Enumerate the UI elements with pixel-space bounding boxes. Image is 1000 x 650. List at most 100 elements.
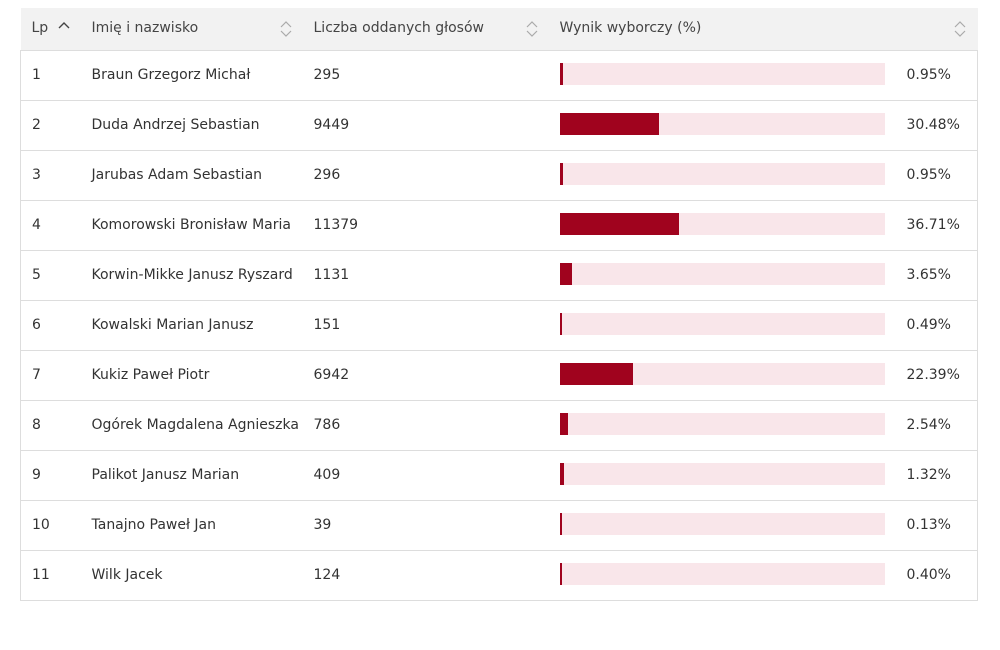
row-name: Kukiz Paweł Piotr [92, 350, 314, 400]
result-percent: 0.13% [906, 516, 951, 533]
row-lp-value: 5 [32, 267, 41, 283]
header-row: Lp Imię i nazwisko Liczba oddanych głosó… [20, 8, 978, 51]
row-lp: 8 [21, 400, 92, 450]
result-bar-track [559, 262, 885, 285]
vote-count: 786 [313, 417, 341, 433]
row-name: Duda Andrzej Sebastian [92, 100, 314, 150]
header-result[interactable]: Wynik wyborczy (%) [559, 8, 978, 51]
table-row: 7 Kukiz Paweł Piotr 6942 22.39% [20, 350, 978, 400]
row-result: 3.65% [559, 250, 978, 300]
result-bar-track [559, 162, 885, 185]
vote-count: 151 [313, 317, 341, 333]
table-row: 1 Braun Grzegorz Michał 295 0.95% [20, 50, 978, 100]
sort-chevrons-icon[interactable] [280, 19, 292, 39]
row-lp: 7 [21, 350, 92, 400]
row-lp-value: 1 [32, 67, 41, 83]
row-votes: 409 [314, 450, 560, 500]
result-bar-fill [559, 262, 572, 285]
row-result: 0.95% [559, 150, 978, 200]
row-lp-value: 4 [32, 217, 41, 233]
row-result: 0.49% [559, 300, 978, 350]
result-percent: 1.32% [906, 466, 951, 483]
result-percent: 30.48% [906, 116, 960, 133]
row-votes: 11379 [314, 200, 560, 250]
candidate-name: Wilk Jacek [91, 567, 163, 583]
candidate-name: Jarubas Adam Sebastian [91, 167, 263, 183]
vote-count: 409 [313, 467, 341, 483]
header-name[interactable]: Imię i nazwisko [91, 8, 314, 51]
result-bar-track [559, 362, 885, 385]
results-table: Lp Imię i nazwisko Liczba oddanych głosó… [20, 8, 978, 601]
header-lp[interactable]: Lp [20, 8, 92, 51]
row-lp: 6 [21, 300, 92, 350]
result-percent: 3.65% [906, 266, 951, 283]
result-bar-fill [559, 412, 568, 435]
result-bar-track [559, 562, 885, 585]
result-bar-track [559, 62, 885, 85]
row-name: Korwin-Mikke Janusz Ryszard [92, 250, 314, 300]
result-bar-fill [559, 312, 562, 335]
result-percent: 0.95% [906, 166, 951, 183]
row-votes: 39 [314, 500, 560, 550]
result-bar-track [559, 312, 885, 335]
row-lp-value: 8 [32, 417, 41, 433]
row-lp: 4 [21, 200, 92, 250]
candidate-name: Komorowski Bronisław Maria [91, 217, 291, 233]
header-result-label: Wynik wyborczy (%) [559, 20, 702, 36]
row-result: 36.71% [559, 200, 978, 250]
vote-count: 9449 [313, 117, 350, 133]
result-bar-track [559, 462, 885, 485]
row-name: Tanajno Paweł Jan [92, 500, 314, 550]
sort-chevrons-icon[interactable] [954, 19, 966, 39]
vote-count: 11379 [313, 217, 359, 233]
vote-count: 124 [313, 567, 341, 583]
result-bar-track [559, 212, 885, 235]
row-lp-value: 6 [32, 317, 41, 333]
row-votes: 295 [314, 50, 560, 100]
candidate-name: Duda Andrzej Sebastian [91, 117, 260, 133]
result-bar-fill [559, 562, 562, 585]
table-row: 6 Kowalski Marian Janusz 151 0.49% [20, 300, 978, 350]
table-row: 4 Komorowski Bronisław Maria 11379 36.71… [20, 200, 978, 250]
result-percent: 0.95% [906, 66, 951, 83]
vote-count: 6942 [313, 367, 350, 383]
result-bar-track [559, 112, 885, 135]
row-name: Palikot Janusz Marian [92, 450, 314, 500]
candidate-name: Palikot Janusz Marian [91, 467, 240, 483]
row-name: Ogórek Magdalena Agnieszka [92, 400, 314, 450]
row-result: 0.40% [559, 550, 978, 600]
result-percent: 0.49% [906, 316, 951, 333]
header-votes[interactable]: Liczba oddanych głosów [313, 8, 560, 51]
result-bar-fill [559, 512, 562, 535]
row-lp: 11 [21, 550, 92, 600]
vote-count: 296 [313, 167, 341, 183]
table-body: 1 Braun Grzegorz Michał 295 0.95% 2 Duda… [20, 50, 978, 600]
table-row: 2 Duda Andrzej Sebastian 9449 30.48% [20, 100, 978, 150]
row-name: Wilk Jacek [92, 550, 314, 600]
candidate-name: Korwin-Mikke Janusz Ryszard [91, 267, 293, 283]
result-bar-fill [559, 112, 659, 135]
result-bar-track [559, 412, 885, 435]
table-row: 8 Ogórek Magdalena Agnieszka 786 2.54% [20, 400, 978, 450]
row-result: 1.32% [559, 450, 978, 500]
result-bar-fill [559, 212, 679, 235]
row-lp-value: 3 [32, 167, 41, 183]
result-bar-fill [559, 362, 633, 385]
header-lp-label: Lp [31, 20, 49, 36]
table-row: 9 Palikot Janusz Marian 409 1.32% [20, 450, 978, 500]
row-name: Kowalski Marian Janusz [92, 300, 314, 350]
vote-count: 39 [313, 517, 332, 533]
row-name: Komorowski Bronisław Maria [92, 200, 314, 250]
result-bar-track [559, 512, 885, 535]
row-result: 2.54% [559, 400, 978, 450]
candidate-name: Braun Grzegorz Michał [91, 67, 251, 83]
sort-chevrons-icon[interactable] [526, 19, 538, 39]
candidate-name: Ogórek Magdalena Agnieszka [91, 417, 299, 433]
result-percent: 22.39% [906, 366, 960, 383]
header-votes-label: Liczba oddanych głosów [313, 20, 485, 36]
table-header: Lp Imię i nazwisko Liczba oddanych głosó… [20, 8, 978, 51]
table-row: 3 Jarubas Adam Sebastian 296 0.95% [20, 150, 978, 200]
row-votes: 124 [314, 550, 560, 600]
sort-ascending-icon[interactable] [58, 19, 70, 39]
row-name: Jarubas Adam Sebastian [92, 150, 314, 200]
